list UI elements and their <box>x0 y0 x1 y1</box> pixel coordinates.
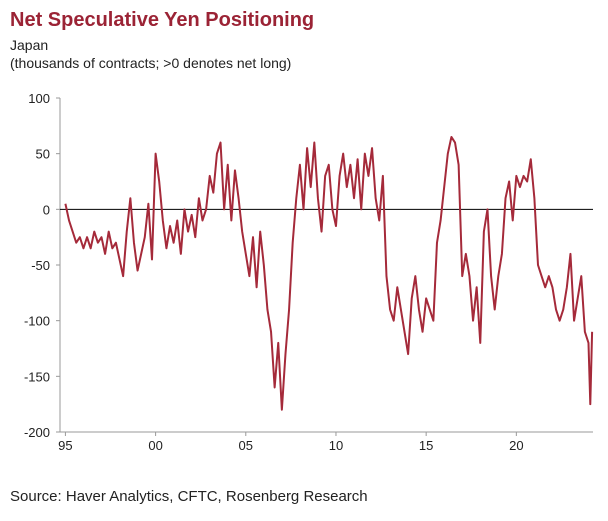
chart-title: Net Speculative Yen Positioning <box>10 9 314 31</box>
x-tick-label: 05 <box>239 438 253 453</box>
y-tick-label: -50 <box>31 258 50 273</box>
data-line <box>64 135 594 411</box>
y-tick-label: 100 <box>28 91 50 106</box>
x-tick-label: 95 <box>58 438 72 453</box>
y-tick-label: 50 <box>36 147 50 162</box>
y-tick-label: -200 <box>24 425 50 440</box>
y-tick-label: -100 <box>24 314 50 329</box>
y-tick-label: -150 <box>24 369 50 384</box>
x-tick-label: 10 <box>329 438 343 453</box>
x-tick-label: 00 <box>148 438 162 453</box>
y-tick-label: 0 <box>43 202 50 217</box>
source: Source: Haver Analytics, CFTC, Rosenberg… <box>10 488 368 505</box>
x-tick-label: 20 <box>509 438 523 453</box>
x-tick-label: 15 <box>419 438 433 453</box>
subtitle: Japan <box>10 37 48 53</box>
subtitle: (thousands of contracts; >0 denotes net … <box>10 55 291 71</box>
